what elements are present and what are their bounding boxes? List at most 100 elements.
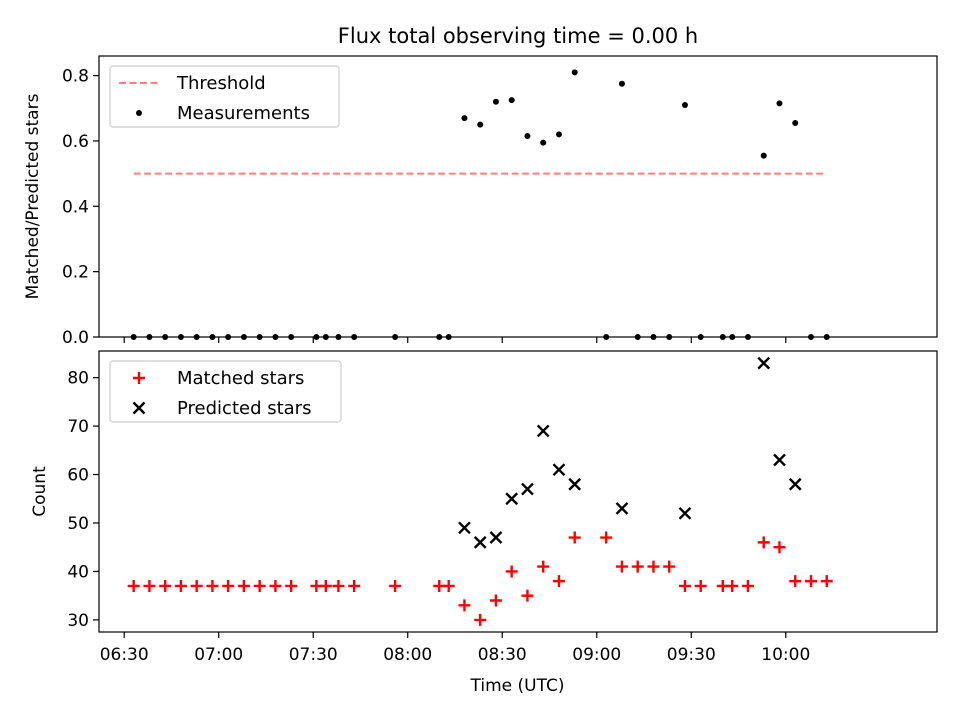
predicted-stars-point bbox=[489, 531, 503, 544]
legend-label: Measurements bbox=[177, 103, 310, 124]
measurements-point bbox=[666, 334, 673, 340]
y-tick-label: 30 bbox=[67, 611, 89, 631]
legend-swatch bbox=[136, 110, 142, 116]
y-tick-label: 40 bbox=[67, 562, 89, 582]
y-tick-label: 0.2 bbox=[62, 263, 89, 283]
measurements-point bbox=[650, 334, 657, 340]
matched-stars-point bbox=[489, 594, 502, 607]
matched-stars-point bbox=[174, 579, 187, 592]
matched-stars-point bbox=[190, 579, 203, 592]
measurements-point bbox=[792, 119, 799, 126]
predicted-stars-point bbox=[678, 506, 692, 520]
measurements-point bbox=[492, 98, 499, 105]
measurements-point bbox=[130, 334, 137, 340]
measurements-point bbox=[209, 334, 216, 340]
chart-title: Flux total observing time = 0.00 h bbox=[338, 24, 698, 48]
measurements-point bbox=[162, 334, 169, 340]
matched-stars-point bbox=[348, 579, 361, 592]
matched-stars-point bbox=[726, 579, 739, 592]
measurements-point bbox=[240, 334, 247, 340]
matched-stars-point bbox=[206, 579, 219, 592]
legend-swatch bbox=[133, 372, 145, 384]
predicted-stars-point bbox=[552, 463, 566, 477]
x-tick-label: 07:00 bbox=[194, 645, 243, 665]
matched-stars-point bbox=[552, 575, 565, 588]
measurements-point bbox=[760, 152, 767, 159]
measurements-point bbox=[508, 97, 515, 104]
measurements-point bbox=[823, 334, 830, 340]
y-tick-label: 0.0 bbox=[62, 328, 89, 348]
measurements-point bbox=[256, 334, 263, 340]
measurements-point bbox=[681, 102, 688, 109]
matched-stars-point bbox=[332, 579, 345, 592]
axes-frame bbox=[98, 350, 938, 633]
y-tick-label: 60 bbox=[67, 466, 89, 486]
predicted-stars-point bbox=[473, 536, 487, 549]
legend-label: Threshold bbox=[176, 73, 266, 94]
measurements-point bbox=[177, 334, 184, 340]
measurements-point bbox=[193, 334, 200, 340]
measurements-point bbox=[225, 334, 232, 340]
measurements-point bbox=[719, 334, 726, 340]
matched-stars-point bbox=[631, 560, 644, 573]
matched-stars-point bbox=[820, 575, 833, 588]
measurements-point bbox=[445, 334, 452, 340]
matched-stars-point bbox=[237, 579, 250, 592]
measurements-point bbox=[146, 334, 153, 340]
matched-stars-point bbox=[647, 560, 660, 573]
matched-stars-point bbox=[773, 541, 786, 554]
matched-stars-point bbox=[757, 536, 770, 549]
matched-stars-point bbox=[694, 579, 707, 592]
matched-stars-point bbox=[269, 579, 282, 592]
matched-stars-point bbox=[663, 560, 676, 573]
matched-stars-point bbox=[537, 560, 550, 573]
matched-stars-point bbox=[804, 575, 817, 588]
matched-stars-point bbox=[615, 560, 628, 573]
legend-swatch bbox=[132, 401, 146, 415]
matched-stars-point bbox=[568, 531, 581, 544]
measurements-point bbox=[555, 131, 562, 138]
axes-frame bbox=[98, 55, 938, 338]
matched-stars-point bbox=[474, 613, 487, 626]
measurements-point bbox=[540, 139, 547, 146]
measurements-point bbox=[571, 69, 578, 76]
y-tick-label: 50 bbox=[67, 514, 89, 534]
measurements-point bbox=[335, 334, 342, 340]
measurements-point bbox=[697, 334, 704, 340]
legend bbox=[109, 65, 340, 128]
matched-stars-point bbox=[389, 579, 402, 592]
predicted-stars-point bbox=[615, 502, 629, 515]
measurements-point bbox=[729, 334, 736, 340]
x-tick-label: 10:00 bbox=[761, 645, 810, 665]
predicted-stars-point bbox=[788, 477, 802, 491]
matched-stars-point bbox=[285, 579, 298, 592]
measurements-point bbox=[322, 334, 329, 340]
measurements-point bbox=[288, 334, 295, 340]
measurements-point bbox=[807, 334, 814, 340]
matched-stars-point bbox=[159, 579, 172, 592]
matched-stars-point bbox=[442, 579, 455, 592]
x-tick-label: 09:30 bbox=[667, 645, 716, 665]
ratio-panel: 0.0 0.2 0.4 0.6 0.8 Matched/Predicted stars Th… bbox=[23, 55, 938, 348]
measurements-point bbox=[436, 334, 443, 340]
y-tick-label: 0.6 bbox=[62, 132, 89, 152]
measurements-point bbox=[461, 115, 468, 122]
y-tick-label: 70 bbox=[67, 417, 89, 437]
y-tick-label: 0.8 bbox=[62, 67, 89, 87]
measurements-point bbox=[272, 334, 279, 340]
matched-stars-point bbox=[127, 579, 140, 592]
predicted-stars-point bbox=[521, 482, 534, 496]
measurements-point bbox=[313, 334, 320, 340]
x-tick-label: 08:00 bbox=[383, 645, 432, 665]
measurements-point bbox=[351, 334, 358, 340]
y-axis-label: Count bbox=[30, 466, 50, 517]
legend-label: Matched stars bbox=[177, 368, 304, 389]
measurements-point bbox=[477, 121, 484, 128]
matched-stars-point bbox=[143, 579, 156, 592]
predicted-stars-point bbox=[773, 453, 786, 467]
matched-stars-point bbox=[789, 575, 802, 588]
x-tick-label: 09:00 bbox=[572, 645, 621, 665]
predicted-stars-point bbox=[757, 356, 771, 370]
y-axis-label: Matched/Predicted stars bbox=[23, 93, 43, 299]
y-tick-label: 0.4 bbox=[62, 197, 89, 217]
